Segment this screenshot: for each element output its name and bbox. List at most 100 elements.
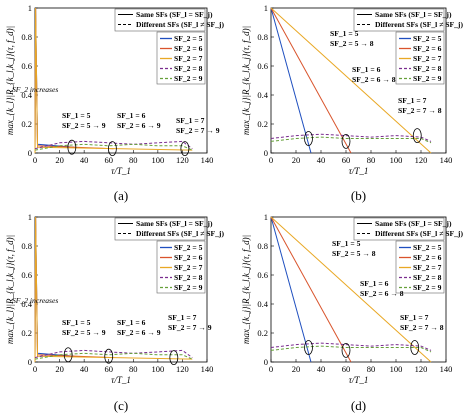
plot-frame [270,216,447,363]
legend-right-label: SF_2 = 9 [413,74,442,83]
highlight-ellipse [410,340,420,355]
y-tick-label: 0.4 [257,299,268,309]
legend-right-label: SF_2 = 8 [174,273,203,282]
legend-right-label: SF_2 = 7 [174,263,203,272]
x-tick-label: 0 [33,364,37,374]
annotation-text: SF_2 = 7 → 9 [176,126,220,135]
y-tick-label: 0.2 [257,328,268,338]
x-tick-label: 100 [151,155,164,165]
x-tick-label: 140 [440,364,453,374]
legend-top-label: Same SFs (SF_l = SF_j) [375,10,452,19]
series-line-sf-2-7 [34,7,193,154]
x-tick-label: 120 [176,155,189,165]
y-tick-label: 0.2 [21,119,32,129]
y-tick-label: 1 [264,3,268,13]
chart-panel-1: 0 20 40 60 80 100 120 140 0 0.2 0.4 0.6 0.8 1 τ/T_1 max… [5,3,224,203]
annotation-text: SF_1 = 7 [398,96,427,105]
x-tick-label: 80 [367,364,376,374]
y-tick-label: 0.4 [21,90,32,100]
x-tick-label: 60 [104,364,113,374]
legend-right-label: SF_2 = 9 [174,74,203,83]
annotation-text: SF_2 = 5 → 8 [332,249,376,258]
legend-top-label: Different SFs (SF_l ≠ SF_j) [136,229,224,238]
highlight-ellipse [180,141,190,157]
series-line-sf-2-5 [34,216,75,363]
x-tick-label: 40 [317,155,326,165]
legend-right-label: SF_2 = 8 [174,64,203,73]
x-tick-label: 80 [129,364,138,374]
y-tick-label: 0.4 [21,299,32,309]
legend-right-label: SF_2 = 8 [413,64,442,73]
x-tick-label: 140 [201,364,214,374]
legend-right-label: SF_2 = 5 [174,34,203,43]
x-tick-label: 100 [390,155,403,165]
annotation-text: SF_2 = 6 → 9 [117,328,161,337]
series-line-sf-2-7 [270,7,432,154]
y-tick-label: 0.6 [257,61,268,71]
x-axis-label: τ/T_1 [111,375,131,385]
x-tick-label: 40 [80,155,89,165]
legend-right-label: SF_2 = 5 [413,243,442,252]
x-axis-label: τ/T_1 [111,166,131,176]
annotation-text: SF_1 = 6 [360,279,389,288]
series-line-sf-2-8 [270,342,432,351]
highlight-ellipse [63,347,73,363]
highlight-ellipse [169,350,179,366]
x-tick-label: 100 [390,364,403,374]
annotation-text: SF_2 = 5 → 8 [330,39,374,48]
annotation-text: SF_2 = 7 → 9 [168,323,212,332]
highlight-ellipse [304,131,313,146]
y-axis-label: max_{k_j}|R_{k_l,k_j}(τ, f_d)| [241,26,251,135]
annotation-text: SF_2 increases [12,296,58,305]
legend-right-label: SF_2 = 5 [413,34,442,43]
series-line-sf-2-8 [34,140,193,150]
y-tick-label: 0.8 [257,32,268,42]
series-line-sf-2-6 [270,216,352,363]
highlight-ellipse [67,139,77,155]
chart-panel-2: 0 20 40 60 80 100 120 140 0 0.2 0.4 0.6 0.8 1 τ/T_1 max… [241,3,463,203]
highlight-ellipse [341,342,351,358]
legend-right-label: SF_2 = 7 [413,263,442,272]
series-line-sf-2-9 [34,352,193,360]
y-tick-label: 0.2 [257,119,268,129]
panel-label: (d) [351,398,366,413]
annotation-text: SF_2 = 7 → 8 [400,323,444,332]
legend-right-label: SF_2 = 9 [174,283,203,292]
x-tick-label: 40 [80,364,89,374]
legend-top-label: Different SFs (SF_l ≠ SF_j) [375,20,463,29]
x-tick-label: 20 [292,155,301,165]
x-tick-label: 0 [269,155,273,165]
highlight-ellipse [341,133,351,149]
y-tick-label: 0 [28,357,32,367]
x-tick-label: 100 [151,364,164,374]
series-line-sf-2-9 [270,136,432,144]
annotation-text: SF_1 = 6 [117,111,146,120]
series-line-sf-2-5 [270,7,312,154]
legend-right-label: SF_2 = 7 [413,54,442,63]
y-tick-label: 0.4 [257,90,268,100]
x-tick-label: 0 [269,364,273,374]
y-tick-label: 0 [264,148,268,158]
annotation-text: SF_2 = 5 → 9 [62,121,106,130]
highlight-ellipse [108,141,117,157]
legend-right-label: SF_2 = 5 [174,243,203,252]
legend-top-label: Different SFs (SF_l ≠ SF_j) [375,229,463,238]
series-line-sf-2-6 [34,7,114,154]
legend-top-box [114,8,206,32]
highlight-ellipse [412,128,422,144]
x-tick-label: 60 [104,155,113,165]
annotation-text: SF_2 = 7 → 8 [398,106,442,115]
x-tick-label: 120 [415,364,428,374]
y-tick-label: 1 [28,212,32,222]
annotation-text: SF_1 = 7 [168,313,197,322]
legend-top-label: Same SFs (SF_l = SF_j) [136,219,213,228]
y-tick-label: 1 [264,212,268,222]
panel-label: (a) [114,188,128,203]
annotation-text: SF_1 = 6 [117,318,146,327]
legend-right-label: SF_2 = 7 [174,54,203,63]
legend-top-label: Same SFs (SF_l = SF_j) [136,10,213,19]
legend-top-label: Different SFs (SF_l ≠ SF_j) [136,20,224,29]
annotation-text: SF_1 = 5 [62,318,91,327]
plot-frame [270,7,447,154]
annotation-text: SF_1 = 6 [352,65,381,74]
